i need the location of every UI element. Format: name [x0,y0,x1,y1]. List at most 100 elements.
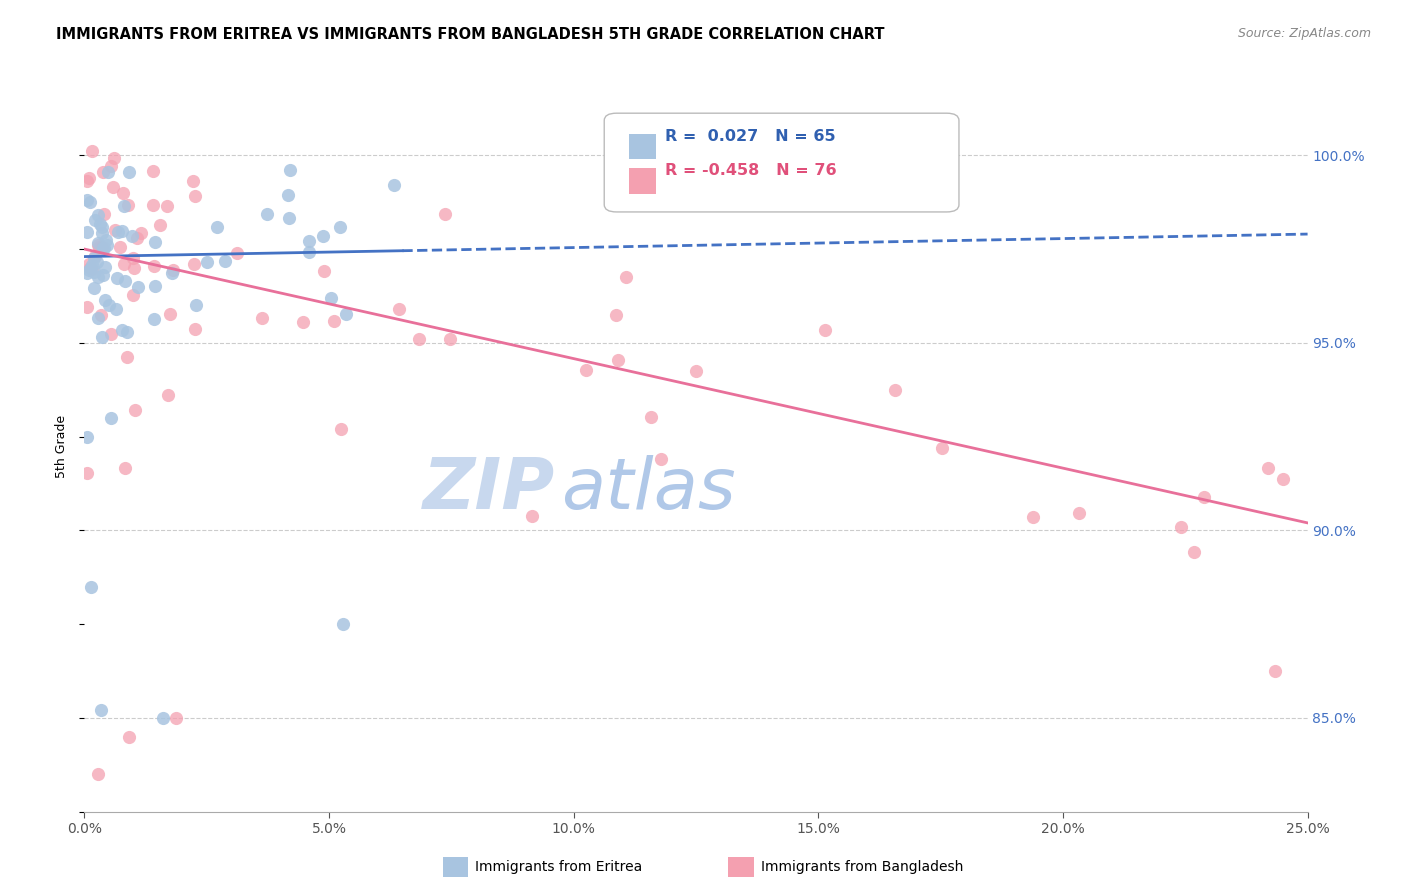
Point [142,312,165,326]
Point [107,225,129,239]
Point [607,353,630,368]
Point [101,180,124,194]
Point [575,363,598,377]
Point [142,198,165,212]
Point [87,208,110,222]
Point [91,219,114,234]
Text: atlas: atlas [561,456,735,524]
Point [277,187,299,202]
Point [520,508,543,523]
Point [278,211,301,225]
Point [94,293,117,307]
Point [931,442,953,456]
Text: Immigrants from Eritrea: Immigrants from Eritrea [475,860,643,874]
Point [184,321,207,335]
Point [91,330,114,344]
Point [122,260,145,275]
Point [292,315,315,329]
Point [125,230,148,244]
Point [96,238,118,252]
Point [250,310,273,325]
Text: IMMIGRANTS FROM ERITREA VS IMMIGRANTS FROM BANGLADESH 5TH GRADE CORRELATION CHAR: IMMIGRANTS FROM ERITREA VS IMMIGRANTS FR… [56,27,884,42]
Point [104,223,127,237]
Point [640,410,662,425]
Point [91,226,114,240]
Point [329,220,352,235]
Point [76,429,98,443]
Point [184,189,207,203]
Point [100,326,122,341]
Point [311,229,333,244]
Point [93,241,115,255]
Point [433,207,456,221]
Point [156,388,179,402]
Point [1170,520,1192,534]
FancyBboxPatch shape [605,113,959,212]
Point [122,251,145,265]
Text: Immigrants from Bangladesh: Immigrants from Bangladesh [761,860,963,874]
Point [87,237,110,252]
Point [165,711,187,725]
Point [77,262,100,277]
Text: R = -0.458   N = 76: R = -0.458 N = 76 [665,162,837,178]
Point [83,251,105,265]
Point [256,207,278,221]
Point [87,767,110,781]
Point [108,240,131,254]
Point [183,257,205,271]
Text: Source: ZipAtlas.com: Source: ZipAtlas.com [1237,27,1371,40]
Point [118,165,141,179]
Point [332,617,354,632]
Point [1069,506,1091,520]
Point [335,307,357,321]
Point [118,730,141,744]
Bar [628,134,655,160]
Point [159,307,181,321]
Point [883,383,905,397]
Point [124,403,146,417]
Point [298,245,321,260]
Point [1272,472,1295,486]
Point [98,298,121,312]
Point [104,302,127,317]
Point [121,228,143,243]
Point [323,314,346,328]
Y-axis label: 5th Grade: 5th Grade [55,415,69,477]
Point [388,301,411,316]
Point [143,279,166,293]
Point [142,163,165,178]
Point [117,197,139,211]
Point [91,240,114,254]
Point [121,288,143,302]
Point [162,262,184,277]
Point [94,233,117,247]
Point [93,260,115,274]
Point [76,193,98,207]
Point [111,224,134,238]
Point [84,213,107,227]
Point [111,323,134,337]
Point [114,461,136,475]
Point [143,259,166,273]
Point [1182,545,1205,559]
Point [650,451,672,466]
Point [91,164,114,178]
Point [79,261,101,276]
Point [298,234,321,248]
Point [112,258,135,272]
Point [87,311,110,326]
Point [93,268,115,282]
Point [278,163,301,178]
Point [314,264,336,278]
Point [76,466,98,480]
Point [195,254,218,268]
Point [616,270,638,285]
Bar [628,168,655,194]
Point [79,257,101,271]
Point [83,249,105,263]
Point [86,255,108,269]
Point [90,308,112,322]
Point [115,350,138,364]
Point [105,271,128,285]
Point [79,194,101,209]
